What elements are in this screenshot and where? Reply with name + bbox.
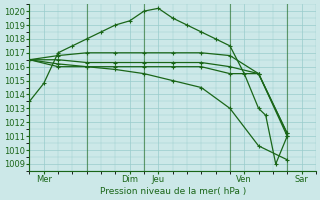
X-axis label: Pression niveau de la mer( hPa ): Pression niveau de la mer( hPa ) bbox=[100, 187, 246, 196]
